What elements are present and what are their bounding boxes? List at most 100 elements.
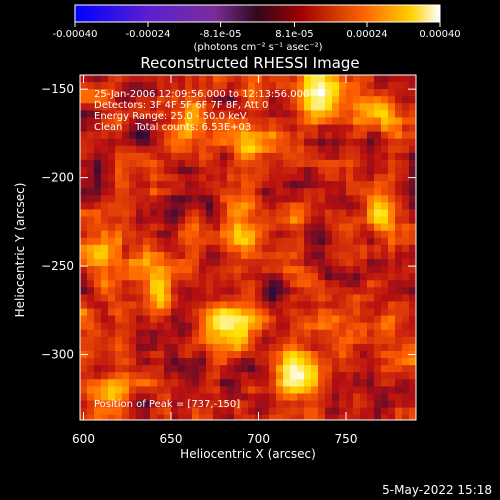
heatmap-cell (143, 259, 151, 267)
heatmap-cell (150, 138, 158, 147)
heatmap-cell (199, 159, 207, 168)
heatmap-cell (108, 251, 116, 260)
heatmap-cell (395, 202, 403, 211)
heatmap-cell (220, 75, 228, 83)
heatmap-cell (234, 230, 242, 239)
heatmap-cell (199, 237, 207, 246)
heatmap-cell (346, 322, 354, 331)
heatmap-cell (367, 336, 375, 345)
heatmap-cell (255, 124, 263, 133)
heatmap-cell (255, 145, 263, 154)
heatmap-cell (332, 407, 340, 416)
heatmap-cell (381, 244, 389, 253)
heatmap-cell (192, 188, 200, 196)
heatmap-cell (269, 138, 277, 147)
heatmap-cell (360, 266, 368, 274)
heatmap-cell (143, 400, 151, 409)
heatmap-cell (192, 96, 200, 104)
heatmap-cell (227, 117, 235, 126)
heatmap-cell (311, 251, 319, 260)
heatmap-cell (353, 75, 361, 83)
heatmap-cell (311, 386, 319, 395)
heatmap-cell (178, 188, 186, 196)
heatmap-cell (395, 400, 403, 409)
heatmap-cell (332, 188, 340, 196)
heatmap-cell (318, 365, 326, 373)
heatmap-cell (381, 188, 389, 196)
heatmap-cell (101, 152, 109, 161)
heatmap-cell (325, 152, 333, 161)
heatmap-cell (409, 110, 416, 119)
heatmap-cell (360, 372, 368, 380)
heatmap-cell (269, 294, 277, 303)
heatmap-cell (395, 152, 403, 161)
y-tick-label: −200 (41, 171, 74, 185)
heatmap-cell (108, 75, 116, 83)
heatmap-cell (374, 308, 382, 317)
heatmap-cell (171, 379, 179, 387)
heatmap-cell (101, 89, 109, 97)
heatmap-cell (402, 308, 410, 317)
heatmap-cell (353, 237, 361, 246)
heatmap-cell (276, 188, 284, 196)
heatmap-cell (353, 379, 361, 387)
heatmap-cell (101, 110, 109, 119)
heatmap-cell (241, 280, 249, 288)
heatmap-cell (192, 393, 200, 402)
heatmap-cell (129, 131, 137, 140)
heatmap-cell (199, 287, 207, 295)
heatmap-cell (360, 110, 368, 119)
heatmap-cell (283, 386, 291, 395)
heatmap-cell (325, 167, 333, 175)
heatmap-cell (234, 82, 242, 90)
heatmap-cell (269, 372, 277, 380)
heatmap-cell (332, 124, 340, 133)
heatmap-cell (87, 103, 95, 111)
heatmap-cell (94, 351, 102, 359)
heatmap-cell (248, 75, 256, 83)
heatmap-cell (318, 103, 326, 111)
heatmap-cell (304, 322, 312, 331)
heatmap-cell (402, 209, 410, 218)
heatmap-cell (94, 266, 102, 274)
heatmap-cell (283, 195, 291, 203)
heatmap-cell (304, 251, 312, 260)
heatmap-cell (346, 195, 354, 203)
heatmap-cell (318, 202, 326, 211)
heatmap-cell (227, 386, 235, 395)
heatmap-cell (346, 82, 354, 90)
heatmap-cell (388, 400, 396, 409)
heatmap-cell (185, 273, 193, 281)
heatmap-cell (220, 131, 228, 140)
heatmap-cell (248, 287, 256, 295)
heatmap-cell (402, 174, 410, 182)
heatmap-cell (339, 365, 347, 373)
heatmap-cell (234, 287, 242, 295)
heatmap-cell (129, 358, 137, 366)
heatmap-cell (290, 351, 298, 359)
heatmap-cell (248, 152, 256, 161)
heatmap-cell (199, 131, 207, 140)
heatmap-cell (80, 110, 88, 119)
heatmap-cell (262, 159, 270, 168)
heatmap-cell (255, 216, 263, 225)
heatmap-cell (157, 117, 165, 126)
heatmap-cell (150, 152, 158, 161)
heatmap-cell (101, 230, 109, 239)
heatmap-cell (192, 315, 200, 324)
heatmap-cell (213, 145, 221, 154)
heatmap-cell (213, 301, 221, 310)
heatmap-cell (395, 174, 403, 182)
heatmap-cell (374, 259, 382, 267)
heatmap-cell (122, 294, 130, 303)
heatmap-cell (290, 131, 298, 140)
heatmap-cell (185, 110, 193, 119)
heatmap-cell (283, 315, 291, 324)
heatmap-cell (276, 181, 284, 189)
heatmap-cell (395, 294, 403, 303)
heatmap-cell (353, 259, 361, 267)
heatmap-cell (374, 301, 382, 310)
heatmap-cell (87, 230, 95, 239)
heatmap-cell (290, 329, 298, 338)
heatmap-cell (171, 103, 179, 111)
